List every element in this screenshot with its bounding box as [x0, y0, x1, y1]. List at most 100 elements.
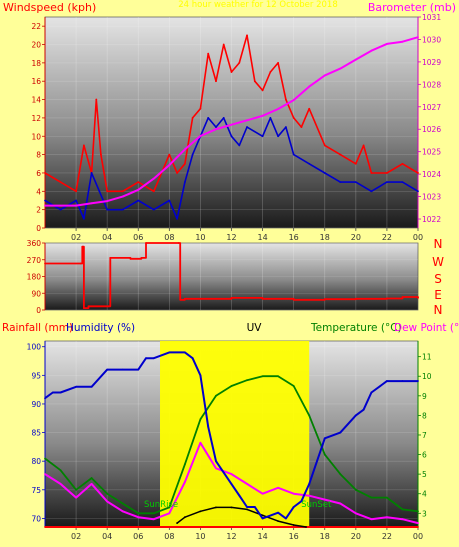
barometer-line-point	[121, 195, 124, 198]
wind-direction-line-point	[179, 298, 182, 301]
humidity-line-point	[354, 414, 357, 417]
uv-line-point	[305, 526, 307, 528]
barometer-line-point	[44, 204, 46, 207]
y-tick-label: 0	[36, 224, 41, 233]
temperature-line-point	[44, 457, 46, 460]
y-tick-label: 360	[27, 239, 42, 248]
gust-line-point	[183, 181, 186, 184]
dewpoint-line-point	[246, 483, 248, 485]
windspeed-line-point	[308, 107, 311, 110]
wind-left-axis: 0 2 4 6 8 10 12 14 16 18 20 22	[31, 17, 46, 233]
barometer-line-point	[323, 74, 326, 77]
windspeed-line-point	[269, 71, 272, 73]
windspeed-line-point	[100, 153, 102, 156]
y-tick-label: 4	[36, 187, 41, 196]
temperature-line-point	[137, 512, 140, 515]
compass-label-w: W	[432, 255, 444, 269]
wind-direction-line-point	[401, 296, 404, 298]
windspeed-line-point	[121, 190, 124, 193]
temperature-line-point	[417, 510, 419, 513]
windspeed-axis-label: Windspeed (kph)	[3, 1, 96, 14]
humidity-line-point	[137, 368, 140, 371]
windspeed-line-point	[82, 144, 85, 147]
barometer-line-point	[370, 49, 373, 52]
y-tick-label: 16	[31, 77, 41, 86]
wind-direction-line-point	[109, 256, 112, 259]
humidity-line-point	[230, 483, 233, 485]
dewpoint-line-point	[339, 502, 342, 505]
humidity-line-point	[121, 368, 124, 371]
x-tick-label: 02	[71, 532, 81, 541]
windspeed-line-point	[191, 117, 194, 119]
humidity-line-point	[75, 385, 77, 388]
gust-line-point	[90, 172, 93, 174]
y-tick-label: 6	[36, 169, 41, 178]
barometer-line-point	[230, 123, 233, 126]
uv-line-point	[246, 508, 248, 511]
humidity-line-point	[284, 517, 287, 520]
barometer-line-point	[199, 135, 202, 137]
wind-time-axis: 02 04 06 08 10 12 14 16 18 20 22 00	[71, 228, 423, 242]
windspeed-line-point	[230, 71, 233, 73]
barometer-axis-label: Barometer (mb)	[368, 1, 456, 14]
temperature-line-point	[106, 492, 109, 495]
gust-line-point	[191, 153, 194, 156]
chart-title: 24 hour weather for 12 October 2018	[178, 0, 337, 10]
barometer-line-point	[261, 114, 264, 117]
temperature-line-point	[152, 512, 155, 515]
barometer-line-point	[354, 58, 357, 61]
windspeed-line-point	[95, 98, 98, 101]
gust-line-point	[269, 117, 272, 119]
windspeed-line-point	[417, 172, 419, 174]
y-tick-label: 10	[31, 132, 41, 141]
y-tick-label: 6	[422, 451, 427, 460]
gust-line-point	[308, 162, 311, 165]
sunrise-label: SunRise	[144, 500, 178, 510]
dewpoint-line-point	[354, 512, 357, 515]
x-tick-label: 18	[320, 233, 330, 242]
y-tick-label: 2	[36, 206, 41, 215]
windspeed-line-point	[261, 89, 264, 92]
dewpoint-line-point	[261, 492, 264, 495]
gust-line	[44, 117, 419, 220]
x-tick-label: 14	[257, 233, 267, 242]
windspeed-line-point	[168, 153, 171, 156]
humidity-line-point	[51, 391, 54, 394]
windspeed-line-point	[300, 126, 303, 128]
barometer-line-point	[292, 99, 295, 101]
barometer-line-point	[417, 36, 419, 39]
humidity-line	[44, 351, 418, 520]
wind-direction-line-point	[82, 307, 85, 310]
barometer-right-axis: 1022 1023 1024 1025 1026 1027 1028 1029 1030 1031	[417, 13, 441, 228]
barometer-line-point	[246, 119, 248, 122]
humidity-line-point	[191, 357, 194, 360]
wind-direction-line-point	[177, 242, 180, 244]
y-tick-label: 1028	[422, 80, 441, 89]
y-tick-label: 3	[422, 509, 427, 518]
wind-direction-line-point	[107, 305, 110, 308]
x-tick-label: 10	[195, 233, 205, 242]
gust-line-point	[106, 208, 109, 211]
y-tick-label: 1031	[422, 13, 441, 22]
dewpoint-axis-label: Dew Point (°C)	[394, 322, 459, 334]
temperature-line-point	[401, 508, 404, 511]
dewpoint-line-point	[417, 522, 419, 524]
x-tick-label: 12	[226, 532, 236, 541]
wind-direction-line-point	[417, 297, 419, 299]
barometer-line-point	[183, 148, 186, 151]
uv-line-point	[261, 514, 264, 517]
humidity-line-point	[183, 351, 186, 354]
gust-line-point	[401, 181, 404, 184]
gust-line-point	[98, 190, 101, 193]
gust-line-point	[261, 135, 264, 138]
dewpoint-line-point	[44, 473, 46, 476]
humidity-line-point	[292, 506, 295, 508]
humidity-line-point	[308, 483, 311, 485]
wind-direction-line-point	[261, 297, 264, 300]
wind-direction-line-point	[44, 262, 46, 265]
uv-line-point	[292, 524, 295, 526]
barometer-line-point	[137, 188, 140, 191]
humidity-left-axis: 70 75 80 85 90 95 100	[27, 341, 46, 527]
y-tick-label: 0	[36, 306, 41, 315]
direction-series	[44, 242, 419, 310]
